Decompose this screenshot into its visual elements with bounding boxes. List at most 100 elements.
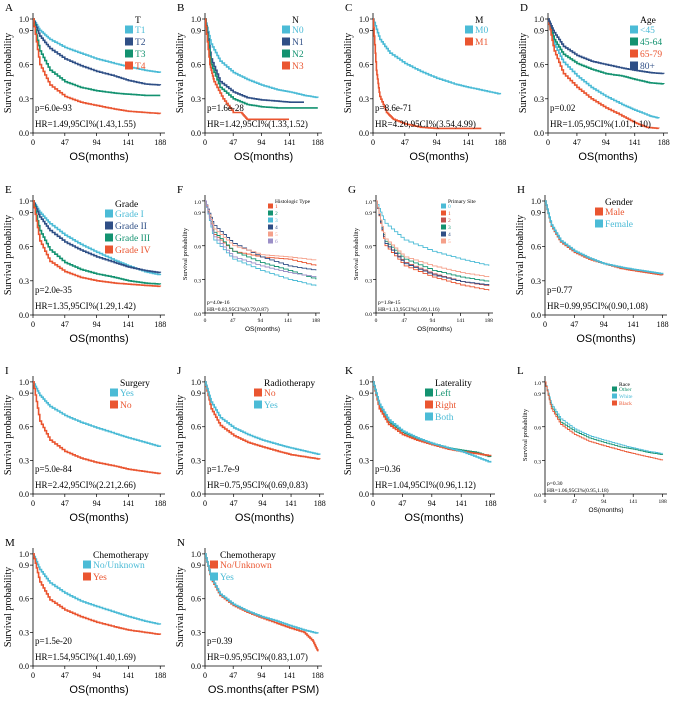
x-tick-label: 188 xyxy=(312,318,321,324)
y-axis-label: Survival probability xyxy=(3,33,14,113)
legend-swatch xyxy=(425,400,433,409)
survival-curve-65-79 xyxy=(548,18,660,130)
y-tick-label: 0.9 xyxy=(531,208,541,217)
legend-label: Black xyxy=(619,401,632,407)
survival-curve-4 xyxy=(205,200,317,271)
survival-curve-5 xyxy=(376,200,490,278)
panel-e: E 0.0 0.3 0.6 0.9 1.0 0 47 94 141 188 OS(months) Sur… xyxy=(3,184,166,345)
y-tick-label: 0.9 xyxy=(19,561,29,570)
x-axis-label: OS(months) xyxy=(235,512,294,524)
survival-curve-m1 xyxy=(372,18,482,130)
y-axis-label: Survival probability xyxy=(3,567,14,647)
y-tick-label: 1.0 xyxy=(534,15,544,24)
legend-swatch xyxy=(125,25,133,34)
y-axis-label: Survival probability xyxy=(353,227,360,280)
y-tick-label: 0.6 xyxy=(534,61,544,70)
y-tick-label: 0.3 xyxy=(359,95,369,104)
panel-f: F 0.0 0.3 0.6 0.9 1.0 0 47 94 141 188 OS(months) Sur… xyxy=(177,184,320,333)
legend-swatch xyxy=(105,221,113,230)
y-tick-label: 1.0 xyxy=(194,200,201,206)
legend-label: 45-64 xyxy=(640,38,662,48)
legend-swatch xyxy=(268,217,273,223)
panel-letter: J xyxy=(177,365,182,377)
x-tick-label: 141 xyxy=(284,138,296,147)
survival-curve-3 xyxy=(376,200,490,282)
y-tick-label: 0.6 xyxy=(534,426,541,432)
legend-swatch xyxy=(268,231,273,237)
y-axis-label: Survival probability xyxy=(343,33,354,113)
y-tick-label: 0.3 xyxy=(191,628,201,637)
survival-curve-black xyxy=(545,381,664,461)
legend-swatch xyxy=(254,388,262,397)
y-axis-label: Survival probability xyxy=(515,215,526,295)
legend-swatch xyxy=(105,209,113,218)
legend-swatch xyxy=(441,217,446,223)
x-tick-label: 141 xyxy=(122,138,134,147)
survival-curve-white xyxy=(545,381,664,454)
legend-label: M1 xyxy=(475,38,488,48)
legend-label: 80+ xyxy=(640,62,655,72)
survival-curve-grade-iv xyxy=(33,200,162,288)
legend-swatch xyxy=(630,61,638,70)
x-tick-label: 188 xyxy=(154,499,166,508)
x-tick-label: 141 xyxy=(629,499,638,505)
x-tick-label: 141 xyxy=(122,320,134,329)
x-tick-label: 47 xyxy=(229,671,237,680)
legend-title: Grade xyxy=(115,200,138,210)
legend-label: 6 xyxy=(275,239,278,245)
legend-label: No xyxy=(120,401,132,411)
legend-title: Laterality xyxy=(435,379,472,389)
legend-title: Radiotherapy xyxy=(264,379,315,389)
legend-swatch xyxy=(210,572,218,581)
y-tick-label: 0.6 xyxy=(365,245,372,251)
y-tick-label: 0.0 xyxy=(365,312,372,318)
legend-label: 3 xyxy=(448,225,451,231)
hazard-ratio: HR=1.35,95CI%(1.29,1.42) xyxy=(35,301,136,311)
p-value: p=0.30 xyxy=(547,481,563,487)
legend-swatch xyxy=(630,37,638,46)
legend-swatch xyxy=(268,210,273,216)
y-axis-label: Survival probability xyxy=(518,33,529,113)
survival-curve-5 xyxy=(205,200,317,261)
p-value: p=0.39 xyxy=(207,636,233,646)
legend-label: Grade I xyxy=(115,210,144,220)
panel-letter: N xyxy=(177,537,185,549)
survival-curve--45 xyxy=(548,18,660,119)
panel-letter: B xyxy=(177,2,184,14)
survival-curve-t3 xyxy=(33,18,161,97)
y-tick-label: 0.3 xyxy=(19,456,29,465)
y-tick-label: 0.3 xyxy=(19,277,29,286)
x-tick-label: 47 xyxy=(230,318,236,324)
y-tick-label: 0.0 xyxy=(359,129,369,138)
x-tick-label: 141 xyxy=(284,318,293,324)
x-tick-label: 47 xyxy=(61,499,69,508)
legend-label: White xyxy=(619,394,633,400)
legend-swatch xyxy=(441,210,446,216)
legend-title: Primary Site xyxy=(448,199,476,205)
x-tick-label: 47 xyxy=(572,499,578,505)
x-tick-label: 47 xyxy=(570,320,578,329)
p-value: p=0.36 xyxy=(375,464,401,474)
survival-curve-t1 xyxy=(33,18,162,73)
y-axis-label: Survival probability xyxy=(3,215,14,295)
panel-letter: M xyxy=(5,537,15,549)
legend-label: Female xyxy=(605,220,633,230)
survival-curve-4 xyxy=(376,200,490,285)
hazard-ratio: HR=1.49,95CI%(1.43,1.55) xyxy=(35,119,136,129)
x-tick-label: 188 xyxy=(154,138,166,147)
x-tick-label: 0 xyxy=(31,320,35,329)
x-axis-label: OS(months) xyxy=(404,512,463,524)
legend-swatch xyxy=(282,49,290,58)
legend-label: 4 xyxy=(448,232,451,238)
legend-label: No xyxy=(264,389,276,399)
y-tick-label: 1.0 xyxy=(359,15,369,24)
panel-j: J 0.0 0.3 0.6 0.9 1.0 0 47 94 141 188 OS(months) Sur… xyxy=(175,365,326,524)
legend-label: 4 xyxy=(275,225,278,231)
panel-d: D 0.0 0.3 0.6 0.9 1.0 0 47 94 141 188 OS(months) Sur… xyxy=(518,2,670,163)
p-value: p=8.6e-71 xyxy=(375,103,412,113)
legend-title: T xyxy=(135,16,141,26)
legend-swatch xyxy=(425,388,433,397)
x-tick-label: 47 xyxy=(61,138,69,147)
x-tick-label: 94 xyxy=(258,499,266,508)
